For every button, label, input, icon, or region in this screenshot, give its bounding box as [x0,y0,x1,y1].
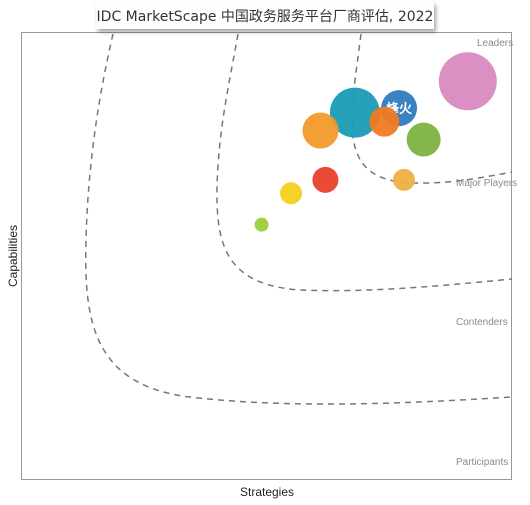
bubble-9 [280,182,303,205]
bubble-10 [254,217,269,232]
zone-label-participants: Participants [456,457,508,468]
zone-label-leaders: Leaders [477,38,513,49]
bubble-6 [406,122,441,157]
boundary-major-players [216,33,513,292]
bubbles: 烽火 [254,52,497,232]
plot-area [21,32,512,480]
zone-label-major-players: Major Players [456,178,517,189]
boundary-contenders [85,33,513,405]
bubble-1 [438,52,497,111]
chart-title: IDC MarketScape 中国政务服务平台厂商评估, 2022 [96,8,434,25]
bubble-4 [369,106,400,137]
bubble-8 [392,168,415,191]
chart-title-box: IDC MarketScape 中国政务服务平台厂商评估, 2022 [96,2,434,29]
bubble-2 [329,87,380,138]
bubble-7 [312,166,339,193]
x-axis-label: Strategies [239,485,295,499]
bubble-5 [302,112,339,149]
y-axis-label: Capabilities [6,224,20,288]
zone-label-contenders: Contenders [456,317,508,328]
